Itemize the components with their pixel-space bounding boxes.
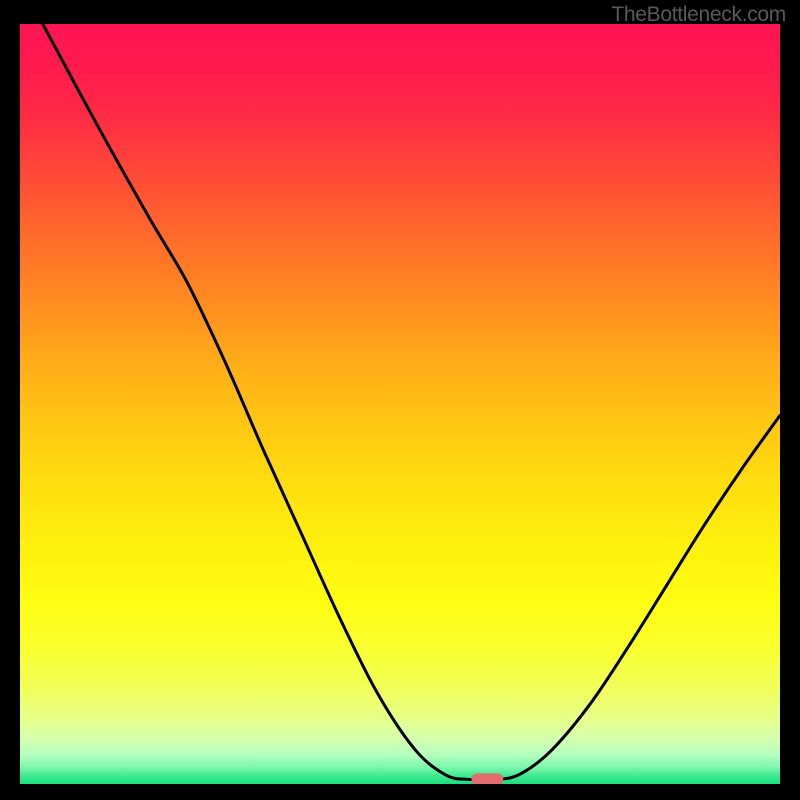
chart-svg [20, 24, 780, 784]
target-marker [471, 773, 503, 784]
image-frame: TheBottleneck.com [0, 0, 800, 800]
gradient-background [20, 24, 780, 784]
bottleneck-chart [20, 24, 780, 784]
